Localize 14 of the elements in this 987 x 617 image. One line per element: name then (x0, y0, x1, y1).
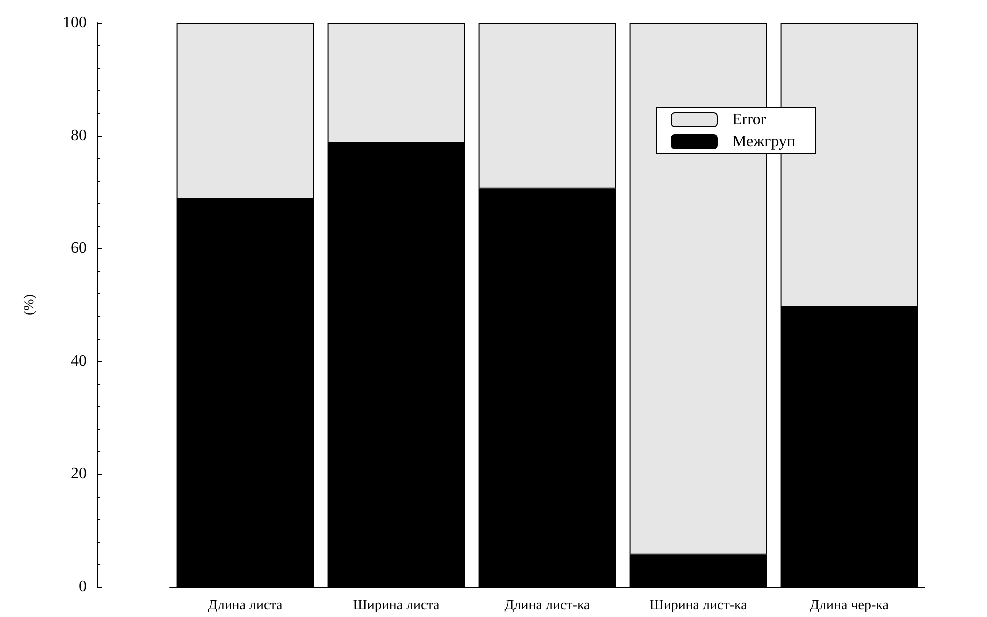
legend-label: Межгруп (732, 134, 796, 150)
x-tick-label: Ширина лист-ка (650, 598, 748, 614)
x-tick-label: Длина чер-ка (810, 598, 890, 614)
y-tick-label: 100 (63, 14, 87, 32)
y-tick-label: 60 (71, 240, 87, 258)
y-tick-label: 80 (71, 127, 87, 144)
x-tick-label: Длина листа (208, 598, 284, 614)
y-axis-title: (%) (22, 294, 38, 316)
y-tick-label: 40 (71, 352, 87, 370)
x-tick-label: Ширина листа (353, 598, 441, 614)
x-tick-label: Длина лист-ка (504, 598, 592, 614)
legend-label: Error (732, 112, 767, 128)
y-tick-label: 20 (71, 466, 87, 483)
y-tick-label: 0 (79, 578, 87, 596)
